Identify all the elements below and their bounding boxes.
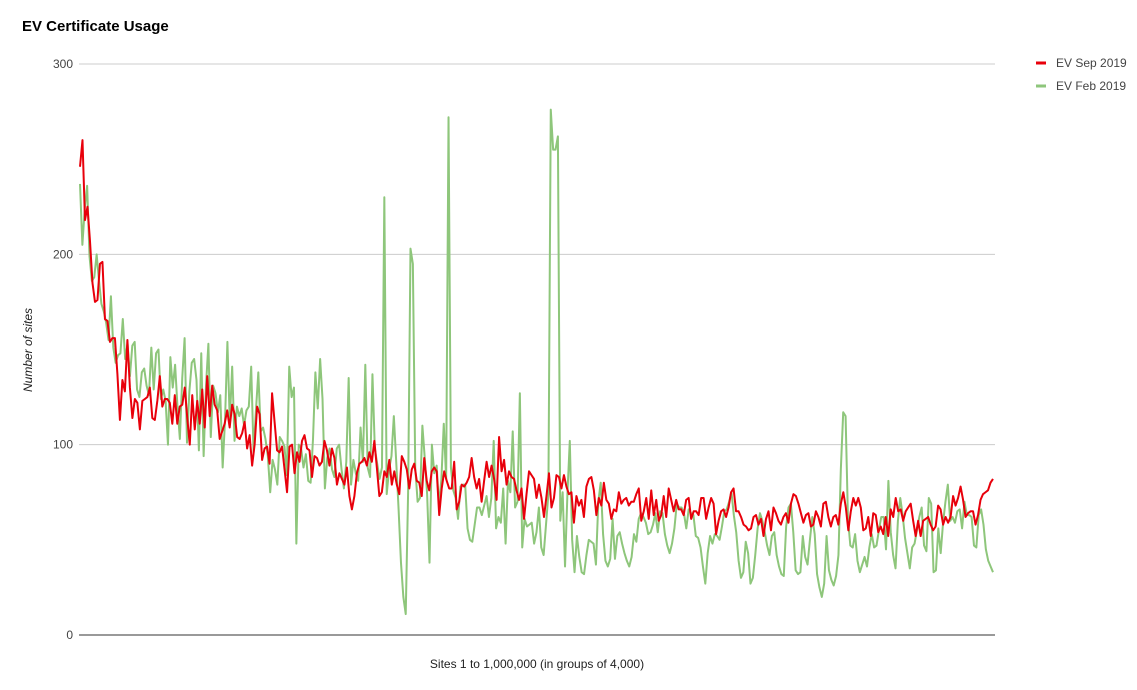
legend-item-feb-2019[interactable]: EV Feb 2019 <box>1036 79 1126 93</box>
y-tick-label: 100 <box>53 438 73 452</box>
legend-label-feb-2019: EV Feb 2019 <box>1056 79 1126 93</box>
plot-area <box>79 108 994 616</box>
gridlines <box>79 63 995 446</box>
x-axis-label: Sites 1 to 1,000,000 (in groups of 4,000… <box>430 657 644 671</box>
y-tick-label: 300 <box>53 57 73 71</box>
legend-label-sep-2019: EV Sep 2019 <box>1056 56 1127 70</box>
y-tick-label: 0 <box>66 628 73 642</box>
y-axis-ticks: 0 100 200 300 <box>53 57 73 642</box>
chart-title: EV Certificate Usage <box>22 18 169 35</box>
y-axis-label: Number of sites <box>21 308 35 392</box>
y-tick-label: 200 <box>53 247 73 261</box>
legend: EV Sep 2019 EV Feb 2019 <box>1036 56 1127 93</box>
legend-item-sep-2019[interactable]: EV Sep 2019 <box>1036 56 1127 70</box>
series-line-sep-2019 <box>79 139 994 538</box>
series-line-feb-2019 <box>79 108 994 616</box>
